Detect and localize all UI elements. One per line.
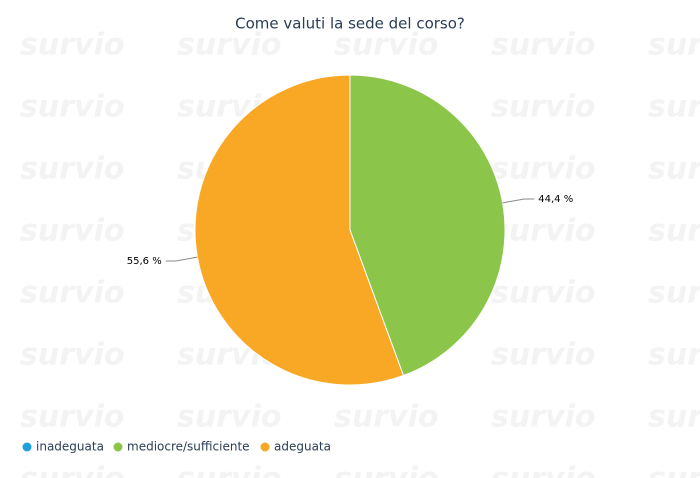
- label-line: [165, 256, 198, 262]
- pie-slice: [194, 74, 405, 386]
- watermark: survio: [648, 28, 700, 63]
- watermark: survio: [491, 338, 595, 373]
- watermark: survio: [334, 28, 438, 63]
- watermark: survio: [648, 462, 700, 478]
- watermark: survio: [648, 276, 700, 311]
- watermark: survio: [334, 462, 438, 478]
- watermark: survio: [20, 276, 124, 311]
- watermark: survio: [177, 400, 281, 435]
- legend-marker: [22, 442, 32, 452]
- watermark: survio: [648, 152, 700, 187]
- chart-title: Come valuti la sede del corso?: [235, 15, 465, 33]
- data-label: 44,4 %: [538, 194, 573, 205]
- watermark: survio: [177, 462, 281, 478]
- watermark: survio: [491, 152, 595, 187]
- legend-marker: [113, 442, 123, 452]
- watermark: survio: [334, 400, 438, 435]
- data-label: 55,6 %: [127, 256, 162, 267]
- watermark: survio: [20, 152, 124, 187]
- watermark: survio: [20, 462, 124, 478]
- watermark: survio: [491, 462, 595, 478]
- legend-label: inadeguata: [36, 440, 104, 454]
- watermark: survio: [20, 214, 124, 249]
- legend-label: adeguata: [274, 440, 331, 454]
- legend-marker: [260, 442, 270, 452]
- watermark: survio: [648, 214, 700, 249]
- watermark: survio: [20, 90, 124, 125]
- watermark: survio: [20, 400, 124, 435]
- watermark: survio: [491, 214, 595, 249]
- watermark: survio: [648, 400, 700, 435]
- watermark: survio: [491, 276, 595, 311]
- watermark: survio: [491, 28, 595, 63]
- watermark: survio: [20, 338, 124, 373]
- watermark: survio: [648, 90, 700, 125]
- watermark: survio: [20, 28, 124, 63]
- label-line: [502, 198, 535, 204]
- legend-label: mediocre/sufficiente: [127, 440, 250, 454]
- watermark: survio: [177, 28, 281, 63]
- watermark: survio: [491, 90, 595, 125]
- watermark: survio: [491, 400, 595, 435]
- watermark: survio: [648, 338, 700, 373]
